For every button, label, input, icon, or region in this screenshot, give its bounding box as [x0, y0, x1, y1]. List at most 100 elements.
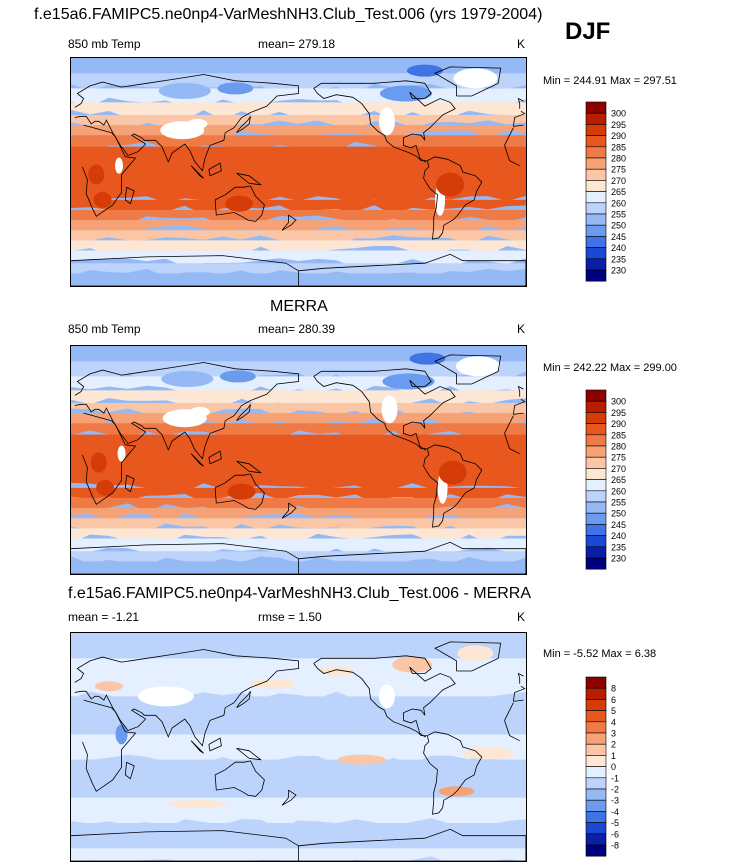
panel2-minmax-label: Min = 242.22 Max = 299.00: [543, 362, 677, 374]
colorbar-box: [585, 269, 607, 282]
colorbar-tick-label: 270: [611, 464, 626, 474]
colorbar-tick-label: 280: [611, 154, 626, 164]
data-feature: [219, 370, 256, 383]
panel2-temperature-map: [70, 345, 527, 575]
coastline: [214, 185, 265, 222]
coastline: [236, 172, 262, 186]
data-feature: [90, 452, 107, 473]
colorbar-tick-label: -3: [611, 796, 619, 806]
colorbar-box: [585, 699, 607, 711]
coastline: [190, 740, 204, 754]
contour-band: [71, 528, 526, 544]
colorbar-box: [585, 202, 607, 215]
colorbar-tick-label: 265: [611, 475, 626, 485]
colorbar-tick-label: -5: [611, 818, 619, 828]
panel3-rmse-label: rmse = 1.50: [258, 610, 322, 624]
colorbar-box: [585, 247, 607, 260]
data-feature: [167, 800, 228, 808]
panel1-variable-label: 850 mb Temp: [68, 37, 141, 51]
coastline: [423, 444, 483, 528]
colorbar-tick-label: 250: [611, 221, 626, 231]
data-feature: [453, 68, 498, 89]
coastline: [423, 731, 483, 815]
contour-band: [71, 58, 526, 78]
colorbar-tick-label: 255: [611, 210, 626, 220]
colorbar-tick-label: 235: [611, 254, 626, 264]
coastline: [71, 543, 299, 574]
colorbar-tick-label: 280: [611, 442, 626, 452]
panel3-difference-map: [70, 632, 527, 862]
colorbar-tick-label: 6: [611, 695, 616, 705]
colorbar-box: [585, 557, 607, 570]
data-feature: [455, 356, 500, 377]
coastline: [190, 165, 204, 179]
data-feature: [251, 678, 296, 689]
colorbar-tick-label: 240: [611, 243, 626, 253]
data-feature: [438, 460, 467, 485]
data-feature: [217, 82, 254, 95]
contour-band: [71, 434, 526, 493]
figure-title: f.e15a6.FAMIPC5.ne0np4-VarMeshNH3.Club_T…: [34, 6, 543, 23]
coastline: [298, 541, 526, 574]
colorbar-box: [585, 389, 607, 402]
colorbar-box: [585, 844, 607, 857]
data-feature: [457, 645, 494, 662]
colorbar-box: [585, 524, 607, 536]
colorbar-box: [585, 501, 607, 514]
colorbar-box: [585, 258, 607, 271]
data-feature: [378, 107, 395, 136]
coastline: [298, 828, 526, 861]
data-feature: [115, 157, 124, 174]
coastline: [298, 253, 526, 286]
data-feature: [227, 483, 256, 500]
colorbar-tick-label: 285: [611, 430, 626, 440]
colorbar-box: [585, 755, 607, 767]
data-feature: [137, 686, 194, 707]
data-feature: [189, 406, 210, 417]
colorbar-box: [585, 213, 607, 226]
colorbar-tick-label: -8: [611, 841, 619, 851]
colorbar-box: [585, 168, 607, 181]
coastline: [74, 649, 526, 747]
data-feature: [318, 666, 355, 676]
contour-band: [71, 220, 526, 235]
contour-band: [71, 633, 526, 663]
coastline: [124, 761, 135, 780]
colorbar-box: [585, 777, 607, 790]
coastline: [71, 255, 299, 286]
data-feature: [88, 164, 105, 185]
coastline: [71, 830, 299, 861]
coastline: [236, 116, 251, 134]
data-feature: [94, 681, 123, 692]
colorbar-tick-label: 235: [611, 542, 626, 552]
data-feature: [379, 85, 432, 102]
colorbar-box: [585, 135, 607, 148]
panel2-mean-label: mean= 280.39: [258, 322, 336, 336]
coastline: [281, 214, 297, 231]
colorbar-box: [585, 687, 607, 700]
coastline: [517, 97, 524, 109]
colorbar-box: [585, 546, 607, 559]
coastline: [313, 80, 456, 163]
panel2-heading: MERRA: [270, 298, 328, 315]
coastline: [313, 368, 456, 451]
colorbar-tick-label: 3: [611, 729, 616, 739]
colorbar-tick-label: 8: [611, 684, 616, 694]
colorbar-box: [585, 412, 607, 424]
colorbar-tick-label: 0: [611, 762, 616, 772]
contour-band: [71, 734, 526, 765]
colorbar-tick-label: 260: [611, 198, 626, 208]
coastline: [208, 450, 222, 465]
contour-band: [71, 518, 526, 534]
contour-band: [71, 230, 526, 245]
colorbar-tick-label: 300: [611, 109, 626, 119]
colorbar-tick-label: 270: [611, 176, 626, 186]
colorbar-box: [585, 788, 607, 801]
colorbar-box: [585, 112, 607, 125]
colorbar-tick-label: 230: [611, 554, 626, 564]
colorbar-box: [585, 423, 607, 436]
colorbar-box: [585, 490, 607, 503]
coastline: [74, 74, 526, 172]
data-feature: [392, 656, 433, 673]
coastline: [236, 404, 251, 422]
